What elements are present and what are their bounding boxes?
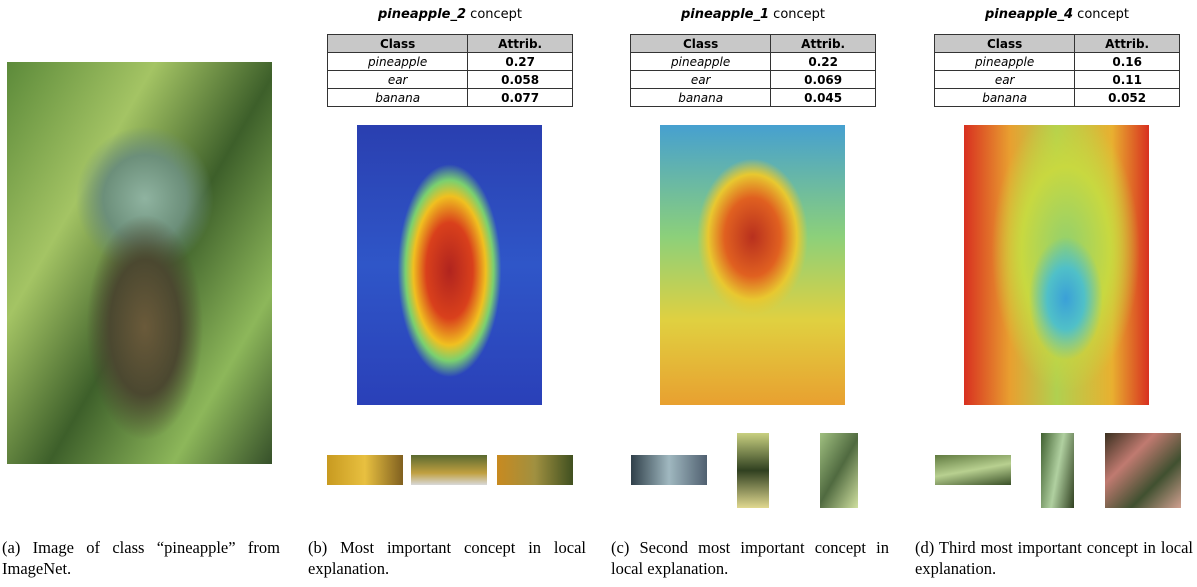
concept-suffix: concept [470,7,522,22]
concept-suffix: concept [1077,7,1129,22]
attrib-cell: 0.045 [771,89,876,107]
header-cell: Attrib. [1075,35,1180,53]
class-cell: pineapple [631,53,771,71]
class-cell: banana [935,89,1075,107]
class-cell: pineapple [328,53,468,71]
panel-title: pineapple_1 concept [603,7,903,22]
heatmap [964,125,1149,405]
concept-name: pineapple_2 [378,7,466,22]
attrib-cell: 0.058 [468,71,573,89]
header-cell: Class [328,35,468,53]
figure: (a) Image of class “pineapple” from Imag… [0,0,1197,587]
concept-patch [497,455,573,485]
caption: (a) Image of class “pineapple” from Imag… [2,537,280,579]
class-cell: ear [328,71,468,89]
class-cell: ear [631,71,771,89]
heatmap [357,125,542,405]
caption: (c) Second most important concept in loc… [611,537,889,579]
attrib-cell: 0.069 [771,71,876,89]
concept-patch [1105,433,1181,508]
concept-suffix: concept [773,7,825,22]
attrib-cell: 0.22 [771,53,876,71]
heatmap [660,125,845,405]
concept-name: pineapple_4 [985,7,1073,22]
attrib-cell: 0.16 [1075,53,1180,71]
panel-title: pineapple_2 concept [300,7,600,22]
concept-patch [411,455,487,485]
attrib-cell: 0.11 [1075,71,1180,89]
attrib-cell: 0.27 [468,53,573,71]
panel-title: pineapple_4 concept [907,7,1197,22]
class-cell: pineapple [935,53,1075,71]
class-cell: banana [328,89,468,107]
header-cell: Class [935,35,1075,53]
concept-patch [935,455,1011,485]
caption: (d) Third most important concept in loca… [915,537,1193,579]
class-cell: ear [935,71,1075,89]
concept-patch [631,455,707,485]
header-cell: Attrib. [468,35,573,53]
concept-patch [737,433,769,508]
attrib-cell: 0.077 [468,89,573,107]
class-cell: banana [631,89,771,107]
header-cell: Attrib. [771,35,876,53]
concept-patch [1041,433,1074,508]
attrib-cell: 0.052 [1075,89,1180,107]
header-cell: Class [631,35,771,53]
caption: (b) Most important concept in local expl… [308,537,586,579]
concept-patch [820,433,858,508]
concept-name: pineapple_1 [681,7,769,22]
input-image [7,62,272,464]
concept-patch [327,455,403,485]
